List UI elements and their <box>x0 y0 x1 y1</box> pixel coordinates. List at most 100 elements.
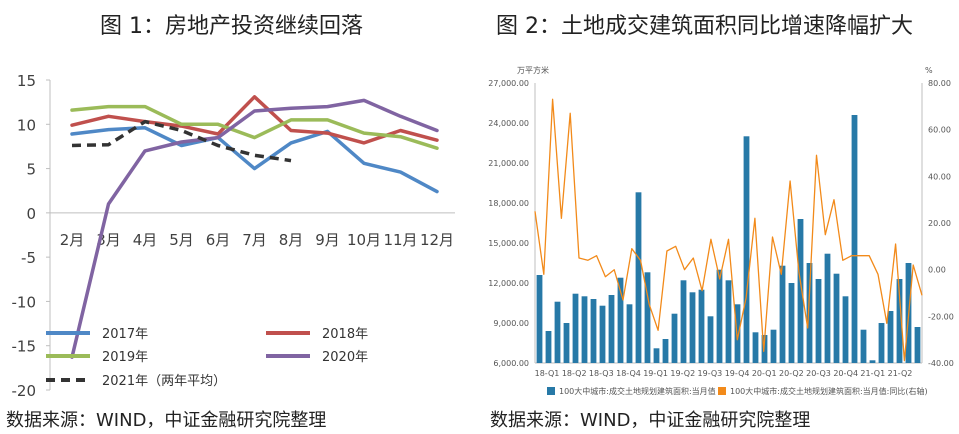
bar <box>779 265 786 363</box>
bar <box>734 304 741 363</box>
right-tick-label: 60.00 <box>928 126 951 135</box>
x-period-label: 19-Q4 <box>725 369 750 378</box>
x-tick-label: 4月 <box>133 231 158 249</box>
bar <box>590 299 597 363</box>
bar <box>617 277 624 363</box>
bar <box>842 296 849 363</box>
bar <box>743 136 750 363</box>
legend-label: 2020年 <box>322 350 368 365</box>
series-line-1 <box>70 95 439 145</box>
left-tick-label: 6,000.00 <box>493 359 529 368</box>
bar <box>896 279 903 363</box>
bar <box>770 329 777 363</box>
y-tick-label: -10 <box>12 293 37 311</box>
y-tick-label: -5 <box>21 249 36 267</box>
x-period-label: 18-Q1 <box>535 369 560 378</box>
x-period-label: 21-Q2 <box>888 369 913 378</box>
bar <box>788 283 795 363</box>
left-tick-label: 24,000.00 <box>488 119 529 128</box>
x-tick-label: 7月 <box>242 231 267 249</box>
x-period-label: 18-Q2 <box>562 369 587 378</box>
bar <box>581 296 588 363</box>
x-period-label: 19-Q1 <box>643 369 668 378</box>
right-tick-label: -20.00 <box>928 312 954 321</box>
y-tick-label: 10 <box>17 116 36 134</box>
y-tick-label: 5 <box>26 161 36 179</box>
x-period-label: 20-Q4 <box>833 369 858 378</box>
legend-swatch <box>718 387 726 395</box>
yoy-growth-line <box>534 98 923 362</box>
bar <box>671 313 678 363</box>
bar <box>887 311 894 363</box>
bar <box>536 275 543 363</box>
bar <box>797 219 804 363</box>
bar <box>545 331 552 363</box>
bar <box>806 263 813 363</box>
x-period-label: 18-Q4 <box>616 369 641 378</box>
x-tick-label: 5月 <box>169 231 194 249</box>
right-tick-label: 20.00 <box>928 219 951 228</box>
left-unit-label: 万平方米 <box>517 65 549 75</box>
bar <box>680 280 687 363</box>
bar <box>752 332 759 363</box>
left-chart-title: 图 1：房地产投资继续回落 <box>100 14 363 39</box>
x-tick-label: 9月 <box>315 231 340 249</box>
left-tick-label: 9,000.00 <box>493 319 529 328</box>
right-tick-label: 40.00 <box>928 172 951 181</box>
series-line-4 <box>71 119 292 163</box>
left-tick-label: 21,000.00 <box>488 159 529 168</box>
right-tick-label: 80.00 <box>928 79 951 88</box>
x-tick-label: 10月 <box>347 231 381 249</box>
right-tick-label: 0.00 <box>928 266 946 275</box>
right-bar-line-chart: 万平方米 % 27,000.00 24,000.00 21,000.00 18,000.0… <box>488 65 954 396</box>
bar <box>689 292 696 363</box>
bar <box>860 329 867 363</box>
bar <box>869 360 876 363</box>
x-period-label: 18-Q3 <box>589 369 614 378</box>
legend-label: 100大中城市:成交土地规划建筑面积:当月值 <box>559 386 716 396</box>
x-period-label: 20-Q3 <box>806 369 831 378</box>
bar <box>554 301 561 363</box>
bar <box>878 323 885 363</box>
bar <box>608 295 615 363</box>
y-tick-label: 15 <box>17 72 36 90</box>
x-tick-label: 11月 <box>383 231 417 249</box>
left-tick-label: 18,000.00 <box>488 199 529 208</box>
legend-label: 100大中城市:成交土地规划建筑面积:当月值:同比(右轴) <box>730 386 928 396</box>
left-source-note: 数据来源：WIND，中证金融研究院整理 <box>6 410 327 431</box>
legend-label: 2021年（两年平均） <box>102 374 226 389</box>
x-period-label: 21-Q1 <box>860 369 885 378</box>
bar <box>698 289 705 363</box>
bar <box>662 339 669 363</box>
right-tick-label: -40.00 <box>928 359 954 368</box>
bar <box>824 253 831 363</box>
series-line-2 <box>70 104 439 150</box>
bar <box>716 269 723 363</box>
right-chart-title: 图 2：土地成交建筑面积同比增速降幅扩大 <box>496 14 913 39</box>
y-tick-label: -15 <box>12 338 37 356</box>
left-tick-label: 12,000.00 <box>488 279 529 288</box>
bar <box>644 272 651 363</box>
x-period-label: 20-Q1 <box>752 369 777 378</box>
bar <box>707 316 714 363</box>
legend-label: 2019年 <box>102 350 148 365</box>
x-period-label: 19-Q2 <box>670 369 695 378</box>
x-period-label: 19-Q3 <box>698 369 723 378</box>
right-unit-label: % <box>925 66 933 75</box>
bar <box>851 115 858 363</box>
series-line-3 <box>70 98 439 359</box>
x-tick-label: 8月 <box>279 231 304 249</box>
bar <box>653 348 660 363</box>
left-tick-label: 27,000.00 <box>488 79 529 88</box>
bar <box>572 293 579 363</box>
y-tick-label: 0 <box>26 205 36 223</box>
right-source-note: 数据来源：WIND，中证金融研究院整理 <box>490 410 811 431</box>
bar <box>626 304 633 363</box>
x-period-label: 20-Q2 <box>779 369 804 378</box>
bar <box>914 327 921 363</box>
bar <box>563 323 570 363</box>
bar <box>833 273 840 363</box>
legend-label: 2017年 <box>102 327 148 342</box>
bar <box>599 305 606 363</box>
